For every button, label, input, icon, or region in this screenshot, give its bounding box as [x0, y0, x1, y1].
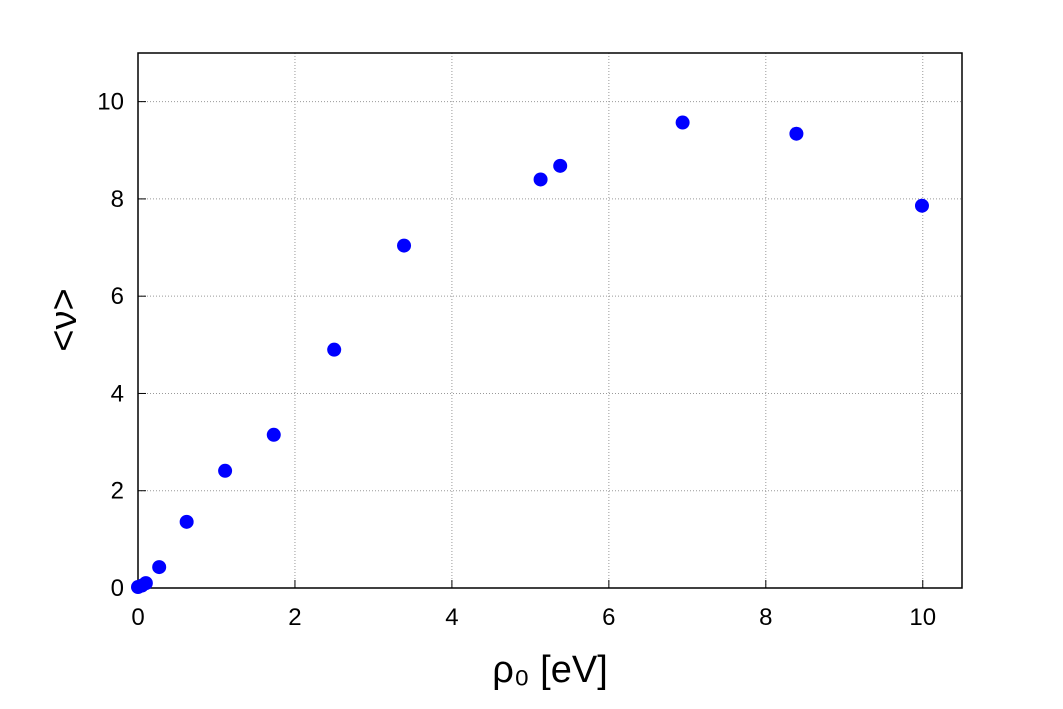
y-tick-label: 2 [111, 478, 124, 505]
x-tick-label: 2 [288, 604, 301, 631]
y-axis-label: <ν> [43, 288, 85, 351]
point [138, 576, 153, 591]
point [152, 560, 167, 575]
y-tick-label: 10 [97, 89, 124, 116]
x-tick-label: 0 [131, 604, 144, 631]
x-axis-label: ρ₀ [eV] [492, 649, 608, 691]
point [553, 158, 568, 173]
y-tick-label: 8 [111, 186, 124, 213]
point [327, 342, 342, 357]
x-tick-label: 6 [602, 604, 615, 631]
plot-frame [137, 52, 963, 589]
y-tick-label: 4 [111, 380, 124, 407]
point [533, 172, 548, 187]
point [397, 238, 412, 253]
point [789, 126, 804, 141]
point [266, 427, 281, 442]
point [675, 115, 690, 130]
x-tick-label: 10 [909, 604, 936, 631]
point [218, 463, 233, 478]
y-tick-label: 6 [111, 283, 124, 310]
y-tick-label: 0 [111, 575, 124, 602]
point [179, 514, 194, 529]
point [914, 198, 929, 213]
x-tick-label: 8 [759, 604, 772, 631]
x-tick-label: 4 [445, 604, 458, 631]
